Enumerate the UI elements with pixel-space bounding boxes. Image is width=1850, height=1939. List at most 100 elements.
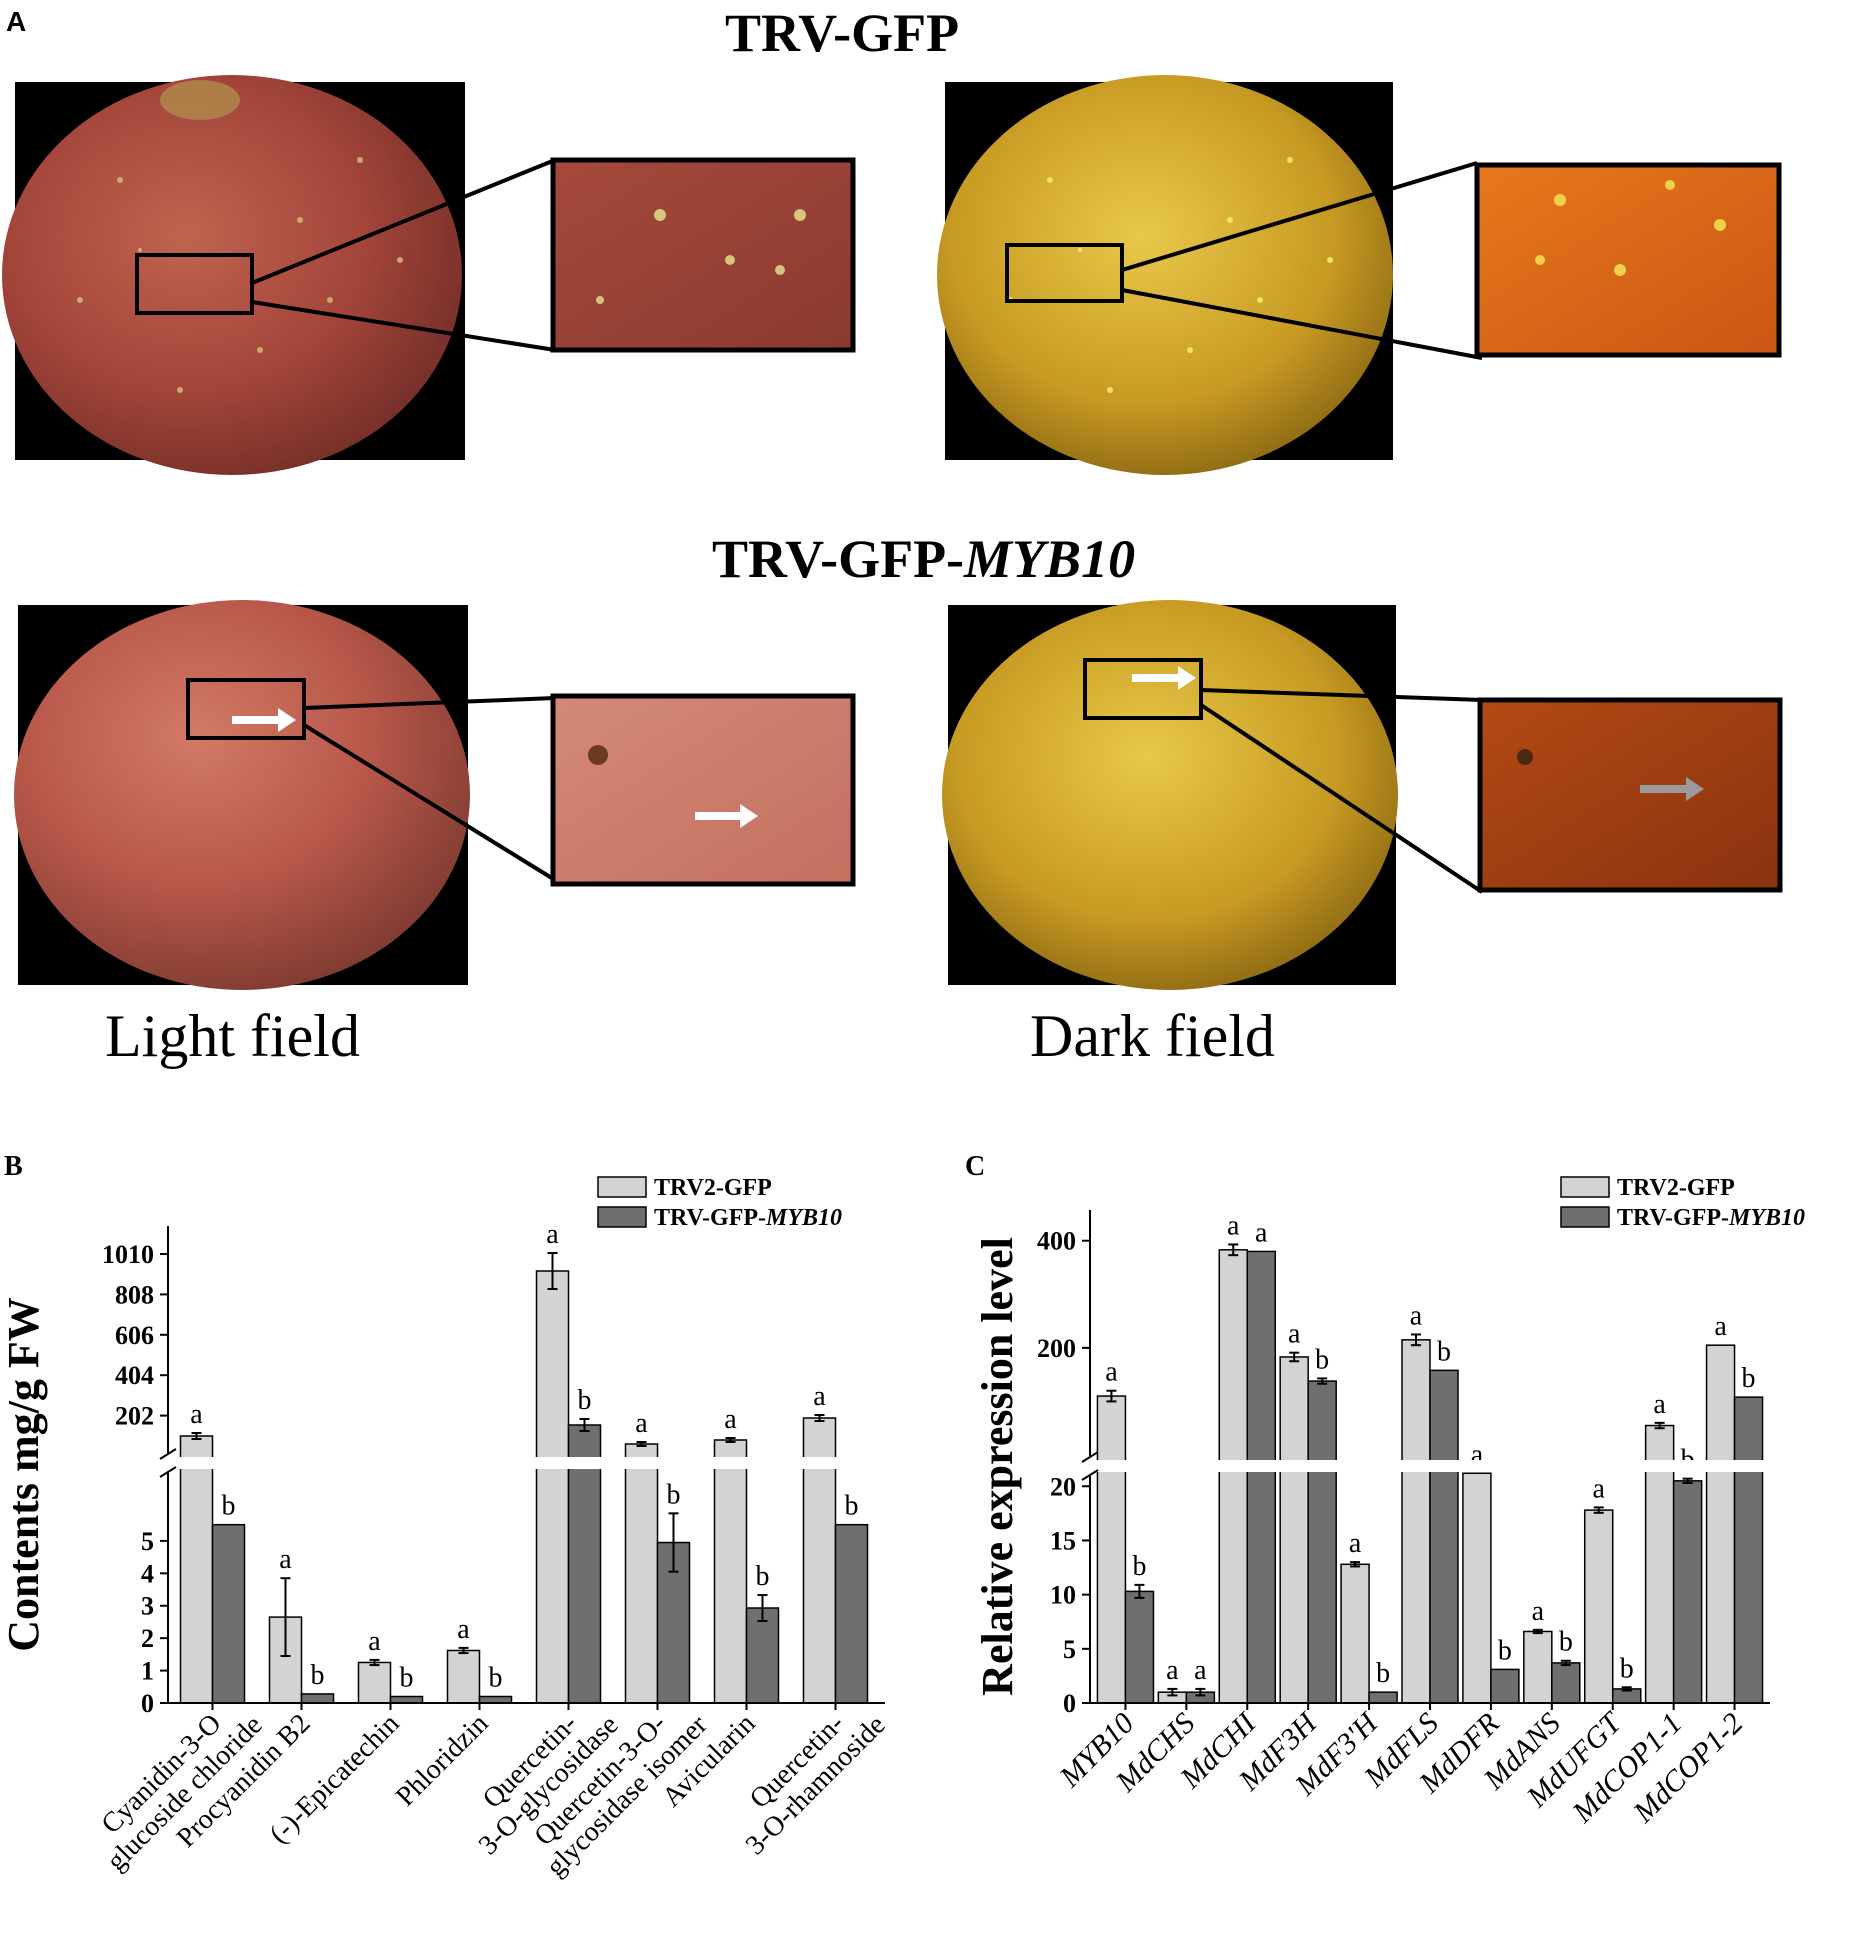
- legend-label: TRV-GFP-MYB10: [1617, 1205, 1805, 1231]
- axis-break-band: [148, 1457, 890, 1469]
- legend-swatch: [597, 1176, 647, 1198]
- y-axis-label: Contents mg/g FW: [0, 1297, 48, 1651]
- dark-field-label: Dark field: [1030, 1003, 1275, 1069]
- significance-letter: a: [1653, 1389, 1666, 1420]
- legend-swatch: [1560, 1206, 1610, 1228]
- legend-label-gene: MYB10: [1728, 1205, 1805, 1231]
- arrow-icon: [232, 708, 296, 732]
- legend-label-text: TRV-GFP-: [654, 1205, 766, 1231]
- significance-letter: a: [1288, 1319, 1301, 1350]
- significance-letter: a: [546, 1219, 559, 1250]
- y-tick-label: 404: [115, 1361, 154, 1390]
- significance-letter: b: [1132, 1551, 1146, 1582]
- legend-label: TRV2-GFP: [1617, 1175, 1735, 1201]
- y-tick-label: 4: [141, 1559, 154, 1588]
- significance-letter: a: [1166, 1655, 1179, 1686]
- x-tick-label: Phloridzin: [390, 1708, 494, 1812]
- y-tick-label: 200: [1037, 1334, 1076, 1363]
- y-tick-label: 606: [115, 1321, 154, 1350]
- significance-letter: b: [578, 1385, 592, 1416]
- significance-letter: a: [1194, 1655, 1207, 1686]
- significance-letter: a: [190, 1399, 203, 1430]
- apple-photo-bottom-dark: [942, 600, 1783, 990]
- significance-letter: a: [1532, 1596, 1545, 1627]
- significance-letter: b: [489, 1663, 503, 1694]
- bar: [567, 1424, 602, 1704]
- legend-label: TRV-GFP-MYB10: [654, 1205, 842, 1231]
- bar: [1218, 1249, 1249, 1704]
- y-axis-label: Relative expression level: [973, 1237, 1022, 1696]
- axis-break-band: [1070, 1460, 1775, 1472]
- y-tick-label: 5: [141, 1527, 154, 1556]
- arrow-icon: [695, 804, 758, 828]
- legend-label-text: TRV-GFP-: [1617, 1205, 1729, 1231]
- y-tick-label: 400: [1037, 1227, 1076, 1256]
- bar: [1462, 1472, 1492, 1704]
- panel-letter-c: C: [965, 1151, 985, 1182]
- bar: [1551, 1662, 1581, 1704]
- photo-panel-a: [2, 75, 1783, 990]
- apple-photo-bottom-light: [14, 600, 856, 990]
- bar: [1401, 1339, 1431, 1704]
- apple-photo-top-light: [2, 75, 856, 475]
- bottom-title-prefix: TRV-GFP-: [712, 529, 965, 589]
- y-tick-label: 20: [1050, 1472, 1076, 1501]
- y-tick-label: 3: [141, 1592, 154, 1621]
- significance-letter: a: [1410, 1300, 1423, 1331]
- y-tick-label: 1010: [102, 1240, 154, 1269]
- significance-letter: a: [1255, 1217, 1268, 1248]
- significance-letter: a: [1593, 1473, 1606, 1504]
- bar: [1096, 1395, 1127, 1704]
- arrow-icon: [1640, 777, 1704, 801]
- bar: [357, 1661, 392, 1704]
- significance-letter: b: [222, 1491, 236, 1522]
- significance-letter: b: [1376, 1658, 1390, 1689]
- bar: [268, 1616, 303, 1704]
- significance-letter: b: [1559, 1627, 1573, 1658]
- significance-letter: b: [1742, 1363, 1756, 1394]
- bar: [713, 1439, 748, 1704]
- bar: [1246, 1250, 1277, 1704]
- significance-letter: a: [457, 1614, 470, 1645]
- significance-letter: b: [845, 1491, 859, 1522]
- significance-letter: b: [311, 1660, 325, 1691]
- significance-letter: b: [1437, 1336, 1451, 1367]
- significance-letter: a: [368, 1626, 381, 1657]
- y-tick-label: 10: [1050, 1581, 1076, 1610]
- panel-letter-b: B: [4, 1151, 23, 1182]
- bar: [745, 1607, 780, 1704]
- legend-swatch: [597, 1206, 647, 1228]
- y-tick-label: 5: [1063, 1635, 1076, 1664]
- axis-break-mark: [1081, 1469, 1099, 1481]
- significance-letter: a: [813, 1381, 826, 1412]
- legend-label: TRV2-GFP: [654, 1175, 772, 1201]
- y-tick-label: 808: [115, 1280, 154, 1309]
- bar: [300, 1693, 335, 1704]
- y-tick-label: 202: [115, 1402, 154, 1431]
- significance-letter: b: [756, 1561, 770, 1592]
- bar: [179, 1435, 214, 1704]
- bar: [1340, 1563, 1370, 1704]
- top-title: TRV-GFP: [725, 3, 960, 63]
- significance-letter: a: [1227, 1210, 1240, 1241]
- significance-letter: a: [635, 1408, 648, 1439]
- significance-letter: a: [724, 1404, 737, 1435]
- significance-letter: a: [1349, 1528, 1362, 1559]
- bar: [1672, 1480, 1703, 1704]
- panel-letter-a: A: [6, 6, 27, 37]
- bar: [1368, 1691, 1398, 1704]
- axis-break-mark: [159, 1448, 177, 1460]
- bottom-title-gene: MYB10: [964, 529, 1136, 589]
- bar: [211, 1523, 246, 1704]
- bar: [1705, 1344, 1736, 1704]
- y-tick-label: 0: [1063, 1689, 1076, 1718]
- significance-letter: b: [1498, 1635, 1512, 1666]
- significance-letter: b: [667, 1479, 681, 1510]
- bar: [1583, 1509, 1614, 1704]
- bar: [1429, 1369, 1459, 1704]
- bar: [1490, 1668, 1520, 1704]
- significance-letter: a: [1714, 1311, 1727, 1342]
- significance-letter: b: [1620, 1653, 1634, 1684]
- axis-break-mark: [159, 1466, 177, 1478]
